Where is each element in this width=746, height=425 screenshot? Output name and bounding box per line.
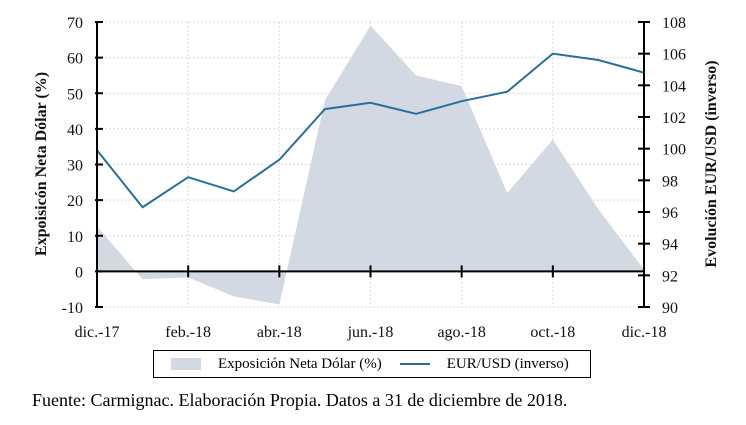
- legend-line-swatch: [399, 363, 430, 365]
- y-left-tick-label: 30: [67, 158, 83, 175]
- y-axis-left-title: Expoisicón Neta Dólar (%): [33, 72, 50, 256]
- y-left-tick-label: -10: [62, 300, 83, 317]
- x-tick-label: feb.-18: [165, 324, 211, 341]
- y-left-tick-label: 60: [67, 51, 83, 68]
- y-right-tick-label: 94: [662, 237, 678, 254]
- legend: Exposición Neta Dólar (%) EUR/USD (inver…: [153, 350, 591, 378]
- x-tick-label: abr.-18: [257, 324, 302, 341]
- x-tick-label: ago.-18: [437, 324, 485, 341]
- chart: -10 0 10 20 30 40 50 60 70 90 92 94 96 98 100 102 104 106…: [33, 15, 720, 341]
- y-right-tick-label: 104: [662, 78, 686, 95]
- y-left-tick-label: 50: [67, 86, 83, 103]
- y-left-tick-label: 40: [67, 122, 83, 139]
- x-tick-label: dic.-17: [75, 324, 120, 341]
- y-left-tick-label: 10: [67, 229, 83, 246]
- legend-line-label: EUR/USD (inverso): [446, 355, 569, 372]
- y-right-tick-label: 96: [662, 205, 678, 222]
- source-footer: Fuente: Carmignac. Elaboración Propia. D…: [32, 390, 568, 410]
- y-left-tick-label: 0: [75, 264, 83, 281]
- x-tick-label: oct.-18: [530, 324, 575, 341]
- x-tick-label: jun.-18: [347, 324, 394, 341]
- legend-area-swatch: [171, 358, 201, 370]
- y-right-tick-label: 90: [662, 300, 678, 317]
- y-axis-right-title: Evolución EUR/USD (inverso): [703, 60, 720, 267]
- ticks: -10 0 10 20 30 40 50 60 70 90 92 94 96 98 100 102 104 106…: [62, 15, 686, 341]
- y-right-tick-label: 106: [662, 47, 686, 64]
- x-tick-label: dic.-18: [622, 324, 667, 341]
- y-right-tick-label: 102: [662, 110, 686, 127]
- area-series-exposicion: [97, 25, 644, 305]
- y-right-tick-label: 92: [662, 268, 678, 285]
- y-left-tick-label: 20: [67, 193, 83, 210]
- line-series-eurusd: [96, 52, 645, 209]
- y-right-tick-label: 100: [662, 142, 686, 159]
- y-right-tick-label: 108: [662, 15, 686, 32]
- y-left-tick-label: 70: [67, 15, 83, 32]
- legend-area-label: Exposición Neta Dólar (%): [218, 355, 382, 372]
- y-right-tick-label: 98: [662, 173, 678, 190]
